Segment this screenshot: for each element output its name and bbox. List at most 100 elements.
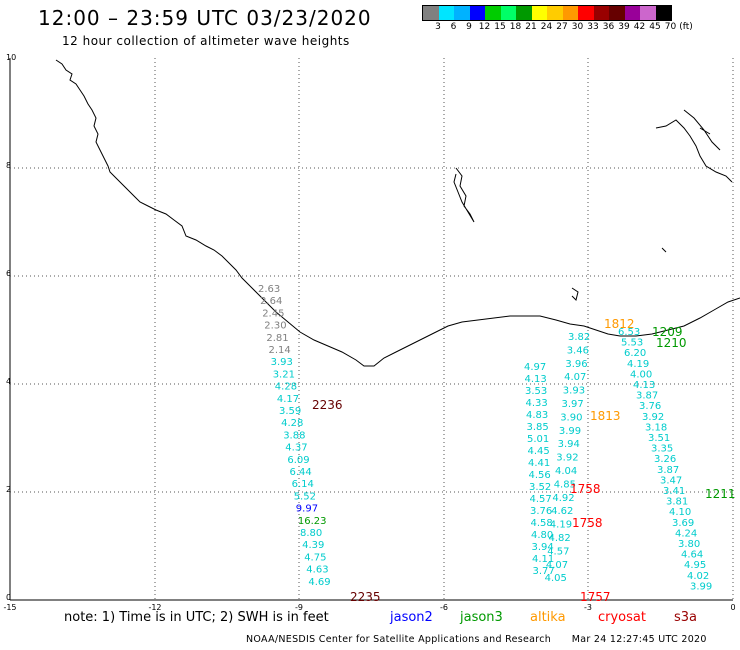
wave-height-label: 3.88 [283, 430, 305, 441]
pass-time-label: 1758 [572, 516, 603, 530]
legend-jason2: jason2 [390, 610, 433, 625]
pass-time-label: 1210 [656, 336, 687, 350]
wave-height-label: 3.18 [645, 422, 667, 433]
wave-height-label: 4.92 [552, 493, 574, 504]
wave-height-label: 3.99 [559, 426, 581, 437]
axis-tick-labels: -15 -12 -9 -6 -3 0 10 8 6 4 2 0 [3, 53, 735, 610]
color-swatch [640, 6, 656, 20]
x-tick-label: -3 [584, 603, 592, 610]
y-tick-label: 4 [6, 377, 11, 386]
wave-height-label: 3.51 [648, 433, 670, 444]
wave-height-label: 4.95 [684, 560, 706, 571]
pass-time-label: 1813 [590, 409, 621, 423]
wave-height-label: 4.83 [526, 410, 548, 421]
wave-height-label: 2.30 [264, 321, 286, 332]
wave-height-label: 4.97 [524, 362, 546, 373]
wave-height-label: 5.52 [294, 491, 316, 502]
wave-height-label: 3.92 [556, 453, 578, 464]
pass-time-label: 2235 [350, 590, 381, 604]
wave-height-label: 6.20 [624, 348, 646, 359]
legend-note: note: 1) Time is in UTC; 2) SWH is in fe… [64, 610, 329, 625]
wave-height-label: 5.01 [527, 434, 549, 445]
wave-height-label: 2.45 [262, 308, 284, 319]
color-scale-label: 18 [509, 22, 522, 32]
legend-cryosat: cryosat [598, 610, 646, 625]
wave-height-label: 4.28 [281, 418, 303, 429]
pass-time-label: 1209 [652, 325, 683, 339]
wave-height-label: 4.10 [669, 507, 691, 518]
y-tick-label: 2 [6, 485, 11, 494]
color-scale-label: 3 [435, 22, 441, 32]
wave-height-label: 4.64 [681, 550, 703, 561]
wave-height-label: 3.93 [271, 357, 293, 368]
x-tick-label: -12 [148, 603, 161, 610]
color-scale-label: 39 [618, 22, 630, 32]
legend-jason3: jason3 [460, 610, 503, 625]
color-swatch [485, 6, 501, 20]
page-subtitle: 12 hour collection of altimeter wave hei… [62, 34, 350, 48]
wave-height-label: 4.33 [526, 398, 548, 409]
wave-height-label: 4.69 [308, 577, 330, 588]
pass-time-label: 1758 [570, 482, 601, 496]
color-scale-label: 27 [556, 22, 568, 32]
pass-time-label: 2236 [312, 398, 343, 412]
wave-height-label: 2.14 [269, 345, 291, 356]
wave-height-label: 3.81 [666, 497, 688, 508]
wave-height-label: 4.11 [532, 554, 554, 565]
footer-timestamp: Mar 24 12:27:45 UTC 2020 [571, 634, 707, 645]
wave-height-label: 4.57 [547, 546, 569, 557]
wave-height-label: 2.81 [266, 333, 288, 344]
color-swatch [655, 6, 671, 20]
color-swatch [609, 6, 625, 20]
color-swatch [454, 6, 470, 20]
wave-height-label: 2.64 [260, 296, 282, 307]
y-tick-label: 8 [6, 161, 11, 170]
wave-height-label: 4.63 [306, 565, 328, 576]
color-scale-label: 33 [587, 22, 599, 32]
color-swatch [531, 6, 547, 20]
wave-height-label: 3.76 [530, 506, 552, 517]
wave-height-label: 4.04 [555, 466, 577, 477]
wave-height-label: 6.09 [287, 455, 309, 466]
color-scale-label: 6 [450, 22, 457, 32]
color-swatch [593, 6, 609, 20]
wave-height-label: 3.93 [563, 386, 585, 397]
color-scale-label: 12 [478, 22, 491, 32]
wave-height-label: 6.44 [290, 467, 312, 478]
wave-height-label: 3.76 [639, 401, 661, 412]
y-tick-label: 6 [6, 269, 11, 278]
x-tick-label: -6 [440, 603, 448, 610]
wave-height-label: 3.94 [532, 542, 554, 553]
wave-height-label: 4.28 [275, 382, 297, 393]
wave-height-label: 4.39 [302, 540, 324, 551]
color-swatch [547, 6, 563, 20]
wave-height-label: 4.45 [528, 446, 550, 457]
color-scale-label: 9 [466, 22, 472, 32]
wave-height-label: 4.58 [531, 518, 553, 529]
wave-height-label: 4.07 [564, 372, 586, 383]
pass-time-label: 1812 [604, 317, 635, 331]
color-swatch [562, 6, 578, 20]
color-swatch [624, 6, 640, 20]
wave-height-label: 4.24 [675, 528, 697, 539]
wave-height-label: 3.80 [678, 539, 700, 550]
wave-height-label: 3.69 [672, 518, 694, 529]
wave-height-label: 4.07 [546, 560, 568, 571]
wave-height-label: 3.46 [567, 345, 589, 356]
color-swatch [469, 6, 485, 20]
wave-height-label: 3.26 [654, 454, 676, 465]
pass-time-label: 1211 [705, 487, 736, 501]
x-tick-label: -9 [295, 603, 303, 610]
wave-height-label: 8.80 [300, 528, 322, 539]
coastline [55, 59, 740, 367]
wave-height-label: 3.92 [642, 412, 664, 423]
wave-height-label: 3.52 [529, 482, 551, 493]
x-tick-label: 0 [730, 603, 735, 610]
wave-height-label: 4.57 [530, 494, 552, 505]
color-swatch [578, 6, 594, 20]
wave-height-label: 3.47 [660, 475, 682, 486]
wave-height-label: 4.19 [550, 520, 572, 531]
wave-height-label: 4.13 [525, 374, 547, 385]
wave-height-label: 16.23 [298, 516, 327, 527]
